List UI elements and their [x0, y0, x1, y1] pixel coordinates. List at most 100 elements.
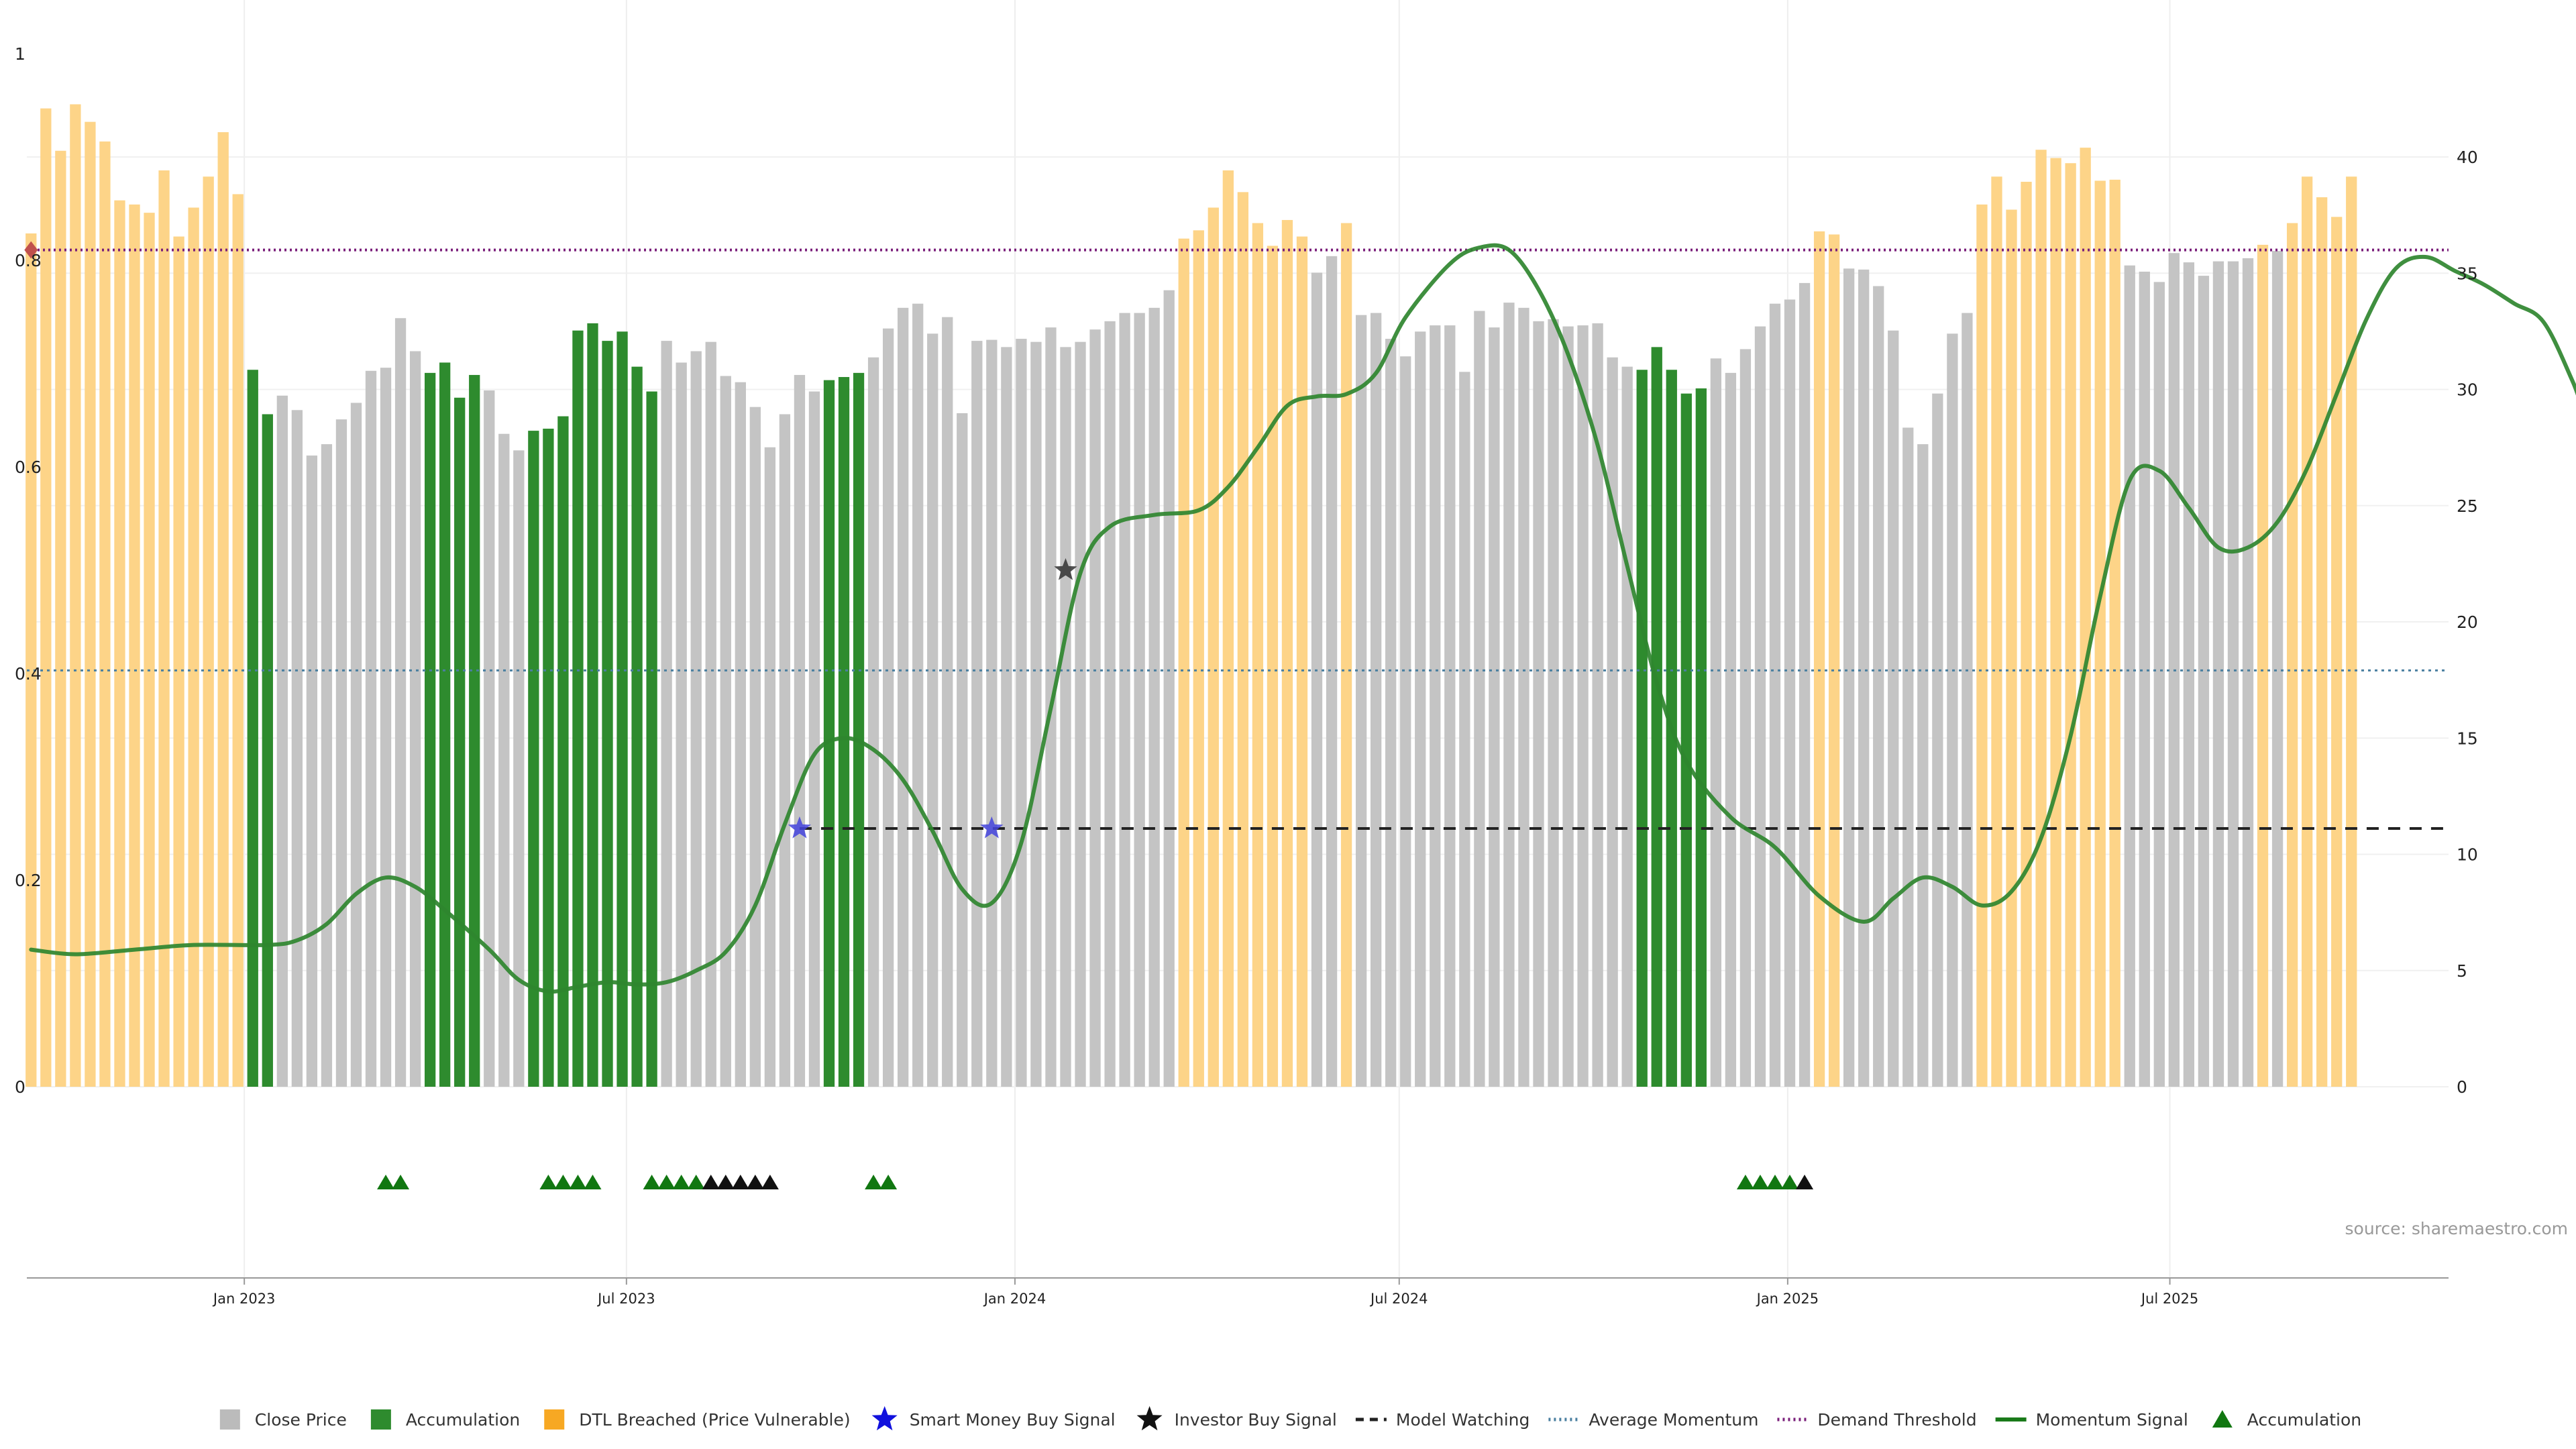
dtl-breached-bar — [25, 233, 37, 1087]
right-axis-tick-label: 30 — [2457, 380, 2478, 400]
legend-label: Investor Buy Signal — [1175, 1410, 1337, 1430]
close-price-bar — [1311, 272, 1323, 1087]
accumulation-bar — [424, 372, 436, 1087]
dtl-breached-bar — [144, 213, 155, 1087]
close-price-bar — [1459, 372, 1470, 1087]
accumulation-marker — [865, 1175, 883, 1189]
investor-marker — [731, 1175, 749, 1189]
dtl-breached-bar — [1340, 223, 1352, 1087]
close-price-bar — [794, 374, 806, 1087]
close-price-bar — [276, 395, 288, 1087]
dtl-breached-bar — [55, 150, 66, 1087]
accumulation-marker — [554, 1175, 572, 1189]
dtl-breached-bar — [1267, 246, 1279, 1087]
dtl-breached-bar — [2257, 244, 2269, 1087]
price-bars — [25, 104, 2357, 1087]
close-price-bar — [808, 391, 820, 1087]
dtl-breached-bar — [70, 104, 81, 1087]
accumulation-marker — [584, 1175, 602, 1189]
dtl-breached-bar — [173, 236, 184, 1087]
close-price-bar — [971, 341, 983, 1087]
close-price-bar — [1385, 339, 1397, 1087]
legend-label: Model Watching — [1396, 1410, 1530, 1430]
accumulation-marker — [687, 1175, 705, 1189]
close-price-bar — [2153, 282, 2165, 1087]
dtl-breached-bar — [2094, 180, 2106, 1087]
close-price-bar — [1163, 290, 1175, 1087]
close-price-bar — [2198, 276, 2210, 1087]
close-price-bar — [1326, 256, 1338, 1087]
close-price-bar — [2227, 261, 2239, 1087]
close-price-bar — [1962, 313, 1973, 1087]
close-price-bar — [484, 390, 495, 1087]
accumulation-bar — [1680, 393, 1692, 1087]
accumulation-bar — [543, 429, 554, 1087]
dtl-breached-bar — [2006, 209, 2017, 1087]
close-price-bar — [867, 357, 879, 1087]
accumulation-marker — [643, 1175, 661, 1189]
accumulation-bar — [602, 341, 613, 1087]
close-price-bar — [350, 402, 362, 1087]
close-price-bar — [1592, 323, 1603, 1087]
dtl-breached-bar — [1193, 230, 1204, 1087]
smart-money-buy-signal — [980, 816, 1004, 839]
dtl-breached-bar — [1813, 231, 1825, 1087]
investor-marker — [702, 1175, 720, 1189]
close-price-bar — [1134, 313, 1145, 1087]
accumulation-marker — [392, 1175, 410, 1189]
dtl-breached-bar — [2301, 176, 2313, 1087]
right-axis-tick-label: 0 — [2457, 1077, 2467, 1097]
x-axis-tick-label: Jan 2024 — [983, 1291, 1046, 1307]
demand-threshold-start-marker — [24, 241, 38, 259]
close-price-bar — [1430, 325, 1441, 1087]
dtl-breached-bar — [1991, 176, 2002, 1087]
close-price-bar — [661, 341, 672, 1087]
close-price-bar — [1075, 341, 1086, 1087]
source-label: source: sharemaestro.com — [2345, 1219, 2569, 1238]
dtl-breached-bar — [1222, 170, 1234, 1087]
legend-label: Accumulation — [2247, 1410, 2361, 1430]
dtl-breached-bar — [232, 194, 244, 1087]
accumulation-bar — [1636, 370, 1648, 1087]
legend-label: Momentum Signal — [2036, 1410, 2188, 1430]
right-axis-tick-label: 20 — [2457, 612, 2478, 632]
close-price-bar — [1902, 427, 1914, 1087]
accumulation-marker — [569, 1175, 587, 1189]
accumulation-marker — [1736, 1175, 1754, 1189]
accumulation-bar — [572, 330, 584, 1087]
close-price-bar — [1503, 303, 1515, 1087]
close-price-bar — [1932, 393, 1943, 1087]
close-price-bar — [1710, 358, 1722, 1087]
close-price-bar — [779, 414, 791, 1087]
dtl-breached-bar — [2109, 179, 2121, 1087]
close-price-bar — [321, 444, 333, 1087]
close-price-bar — [2242, 258, 2254, 1087]
close-price-bar — [986, 339, 998, 1087]
accumulation-marker — [657, 1175, 676, 1189]
close-price-bar — [2124, 265, 2135, 1087]
close-price-bar — [942, 317, 953, 1087]
accumulation-bar — [823, 380, 835, 1087]
close-price-bar — [1060, 347, 1071, 1087]
legend-label: Accumulation — [406, 1410, 520, 1430]
investor-marker — [716, 1175, 735, 1189]
accumulation-bar — [262, 414, 273, 1087]
close-price-bar — [1548, 319, 1559, 1087]
investor-marker — [746, 1175, 764, 1189]
close-price-bar — [1621, 366, 1633, 1087]
investor-marker — [761, 1175, 779, 1189]
accumulation-bar — [247, 370, 258, 1087]
legend: Close Price Accumulation DTL Breached (Pri… — [219, 1406, 2361, 1431]
close-price-bar — [1784, 299, 1796, 1087]
dtl-breached-bar — [1281, 219, 1293, 1087]
accumulation-marker — [879, 1175, 898, 1189]
close-price-bar — [1739, 349, 1752, 1087]
close-price-bar — [764, 447, 776, 1087]
accumulation-marker — [1751, 1175, 1769, 1189]
accumulation-bar — [853, 372, 865, 1087]
dtl-breached-bar — [2316, 197, 2328, 1087]
close-price-bar — [1577, 325, 1589, 1087]
close-price-bar — [1119, 313, 1130, 1087]
legend-label: Smart Money Buy Signal — [910, 1410, 1116, 1430]
dtl-breached-bar — [1178, 238, 1189, 1087]
